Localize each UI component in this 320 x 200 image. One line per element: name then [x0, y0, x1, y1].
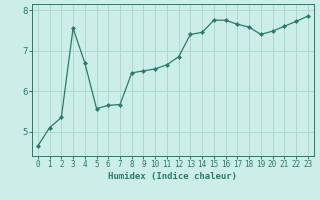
X-axis label: Humidex (Indice chaleur): Humidex (Indice chaleur)	[108, 172, 237, 181]
